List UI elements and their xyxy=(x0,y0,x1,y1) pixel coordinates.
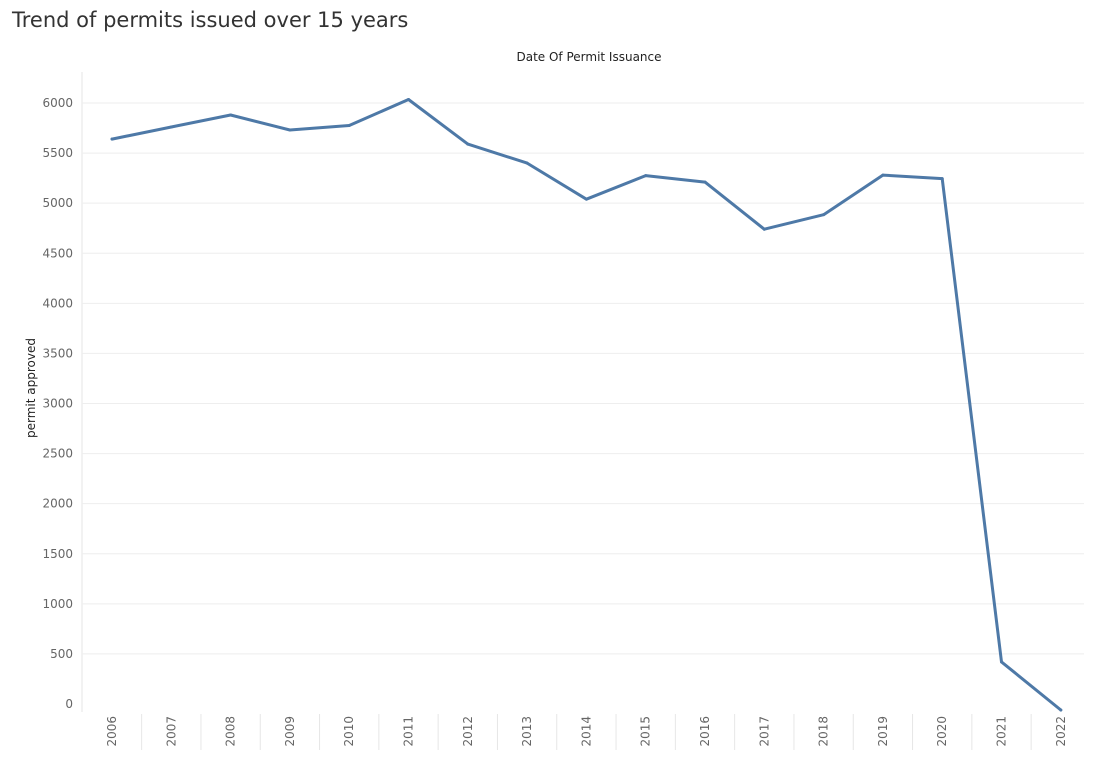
x-tick-label: 2011 xyxy=(402,716,416,747)
data-point xyxy=(110,137,114,141)
data-point xyxy=(703,180,707,184)
data-point xyxy=(1000,660,1003,664)
data-point xyxy=(407,97,410,101)
y-tick-label: 5500 xyxy=(42,146,73,160)
y-tick-label: 1500 xyxy=(42,547,73,561)
data-point xyxy=(169,125,173,129)
x-tick-label: 2015 xyxy=(639,716,653,747)
y-tick-label: 1000 xyxy=(42,597,73,611)
y-tick-label: 4500 xyxy=(42,246,73,260)
y-tick-label: 3500 xyxy=(42,346,73,360)
y-tick-label: 5000 xyxy=(42,196,73,210)
x-tick-label: 2022 xyxy=(1054,716,1068,747)
data-point xyxy=(347,124,351,128)
y-tick-label: 0 xyxy=(65,697,73,711)
gridlines xyxy=(81,72,1084,712)
data-point xyxy=(940,177,944,181)
y-tick-label: 4000 xyxy=(42,296,73,310)
y-tick-label: 3000 xyxy=(42,397,73,411)
x-tick-label: 2009 xyxy=(283,716,297,747)
x-tick-label: 2013 xyxy=(520,716,534,747)
x-tick-label: 2007 xyxy=(164,716,178,747)
x-tick-label: 2006 xyxy=(105,716,119,747)
x-tick-label: 2017 xyxy=(757,716,771,747)
x-tick-label: 2020 xyxy=(935,716,949,747)
x-tick-label: 2019 xyxy=(876,716,890,747)
data-point xyxy=(881,173,885,177)
x-axis-title: Date Of Permit Issuance xyxy=(516,50,661,64)
data-point xyxy=(644,174,648,178)
y-axis: 0 500 1000 1500 2000 2500 3000 3500 4000 4500 5000… xyxy=(42,96,73,711)
data-point xyxy=(1059,708,1063,712)
y-tick-label: 2000 xyxy=(42,497,73,511)
y-tick-label: 500 xyxy=(50,647,73,661)
data-point xyxy=(288,128,292,132)
data-point xyxy=(762,227,766,231)
x-tick-label: 2021 xyxy=(995,716,1009,747)
data-point xyxy=(822,213,826,217)
x-tick-label: 2010 xyxy=(342,716,356,747)
series-line xyxy=(110,98,1063,712)
data-point xyxy=(525,161,529,165)
y-tick-label: 2500 xyxy=(42,447,73,461)
x-tick-label: 2008 xyxy=(224,716,238,747)
y-axis-title: permit approved xyxy=(24,338,38,438)
x-tick-label: 2016 xyxy=(698,716,712,747)
x-axis: 2006 2007 2008 2009 2010 2011 2012 2013 2014 2015… xyxy=(105,714,1068,750)
data-point xyxy=(229,113,233,117)
x-tick-label: 2018 xyxy=(817,716,831,747)
y-tick-label: 6000 xyxy=(42,96,73,110)
data-point xyxy=(466,142,470,146)
series-layer xyxy=(110,97,1063,712)
x-tick-label: 2012 xyxy=(461,716,475,747)
page-title: Trend of permits issued over 15 years xyxy=(12,8,409,32)
x-tick-label: 2014 xyxy=(579,716,593,747)
data-point xyxy=(584,197,588,201)
